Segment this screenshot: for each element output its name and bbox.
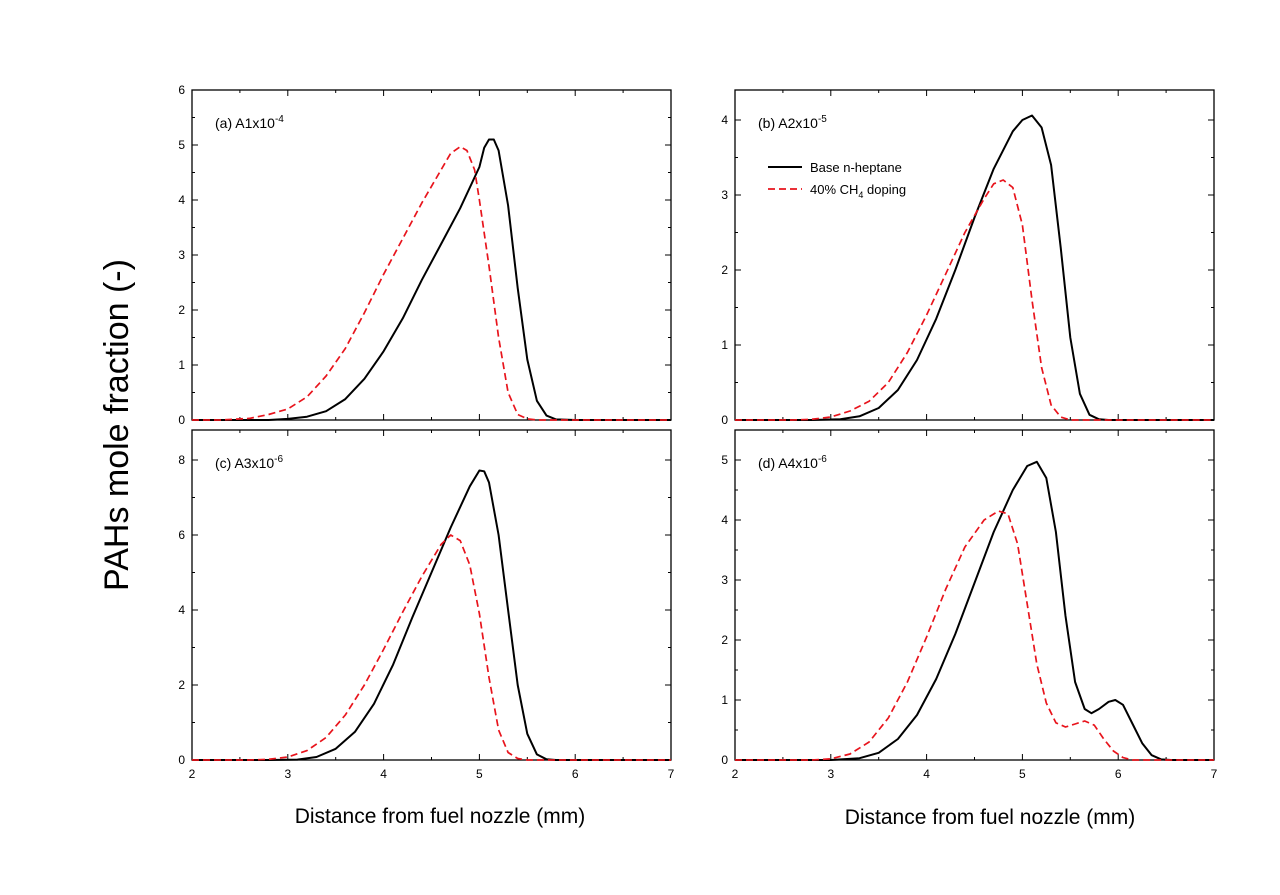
x-tick-label: 6: [1115, 767, 1122, 781]
x-tick-label: 2: [189, 767, 196, 781]
y-tick-label: 4: [178, 193, 185, 207]
panel-label: (d) A4x10-6: [758, 454, 827, 471]
y-tick-label: 0: [721, 753, 728, 767]
legend-label-ch4-doping: 40% CH4 doping: [810, 182, 906, 200]
y-tick-label: 8: [178, 453, 185, 467]
y-tick-label: 0: [721, 413, 728, 427]
plot-frame: [191, 429, 672, 761]
plot-frame: [734, 89, 1215, 421]
y-tick-label: 2: [178, 678, 185, 692]
x-tick-label: 7: [1211, 767, 1218, 781]
x-tick-label: 3: [284, 767, 291, 781]
x-tick-label: 4: [380, 767, 387, 781]
plot-frame: [734, 429, 1215, 761]
y-tick-label: 2: [178, 303, 185, 317]
series-line-base-heptane: [735, 460, 1214, 761]
x-tick-label: 5: [476, 767, 483, 781]
y-tick-label: 4: [721, 513, 728, 527]
y-tick-label: 3: [721, 188, 728, 202]
y-tick-label: 2: [721, 263, 728, 277]
y-tick-label: 6: [178, 83, 185, 97]
y-tick-label: 1: [721, 338, 728, 352]
x-tick-label: 4: [923, 767, 930, 781]
series-line-ch4-doping: [735, 510, 1214, 761]
y-tick-label: 3: [721, 573, 728, 587]
x-tick-label: 3: [827, 767, 834, 781]
panel-d: 2 3 4 5 6 7 0 1 2 3 4 5 (d) A4x10-6: [721, 429, 1218, 781]
series-line-base-heptane: [735, 114, 1214, 421]
x-tick-label: 6: [572, 767, 579, 781]
panel-a: 0 1 2 3 4 5 6 (a) A1x10-4: [178, 83, 672, 427]
y-tick-label: 1: [721, 693, 728, 707]
panel-label: (b) A2x10-5: [758, 114, 827, 131]
x-tick-label: 2: [732, 767, 739, 781]
panel-label: (a) A1x10-4: [215, 114, 284, 131]
y-tick-label: 1: [178, 358, 185, 372]
plot-frame: [191, 89, 672, 421]
x-axis-label-left: Distance from fuel nozzle (mm): [295, 805, 586, 828]
panel-label: (c) A3x10-6: [215, 454, 283, 471]
legend-label-base-heptane: Base n-heptane: [810, 160, 902, 175]
y-tick-label: 4: [178, 603, 185, 617]
y-tick-label: 6: [178, 528, 185, 542]
y-tick-label: 5: [721, 453, 728, 467]
y-axis-label: PAHs mole fraction (-): [98, 259, 136, 591]
y-tick-label: 5: [178, 138, 185, 152]
y-tick-label: 0: [178, 413, 185, 427]
series-line-ch4-doping: [192, 145, 671, 421]
y-tick-label: 4: [721, 113, 728, 127]
series-line-base-heptane: [192, 138, 671, 421]
panel-b: 0 1 2 3 4 (b) A2x10-5: [721, 89, 1215, 427]
y-tick-label: 3: [178, 248, 185, 262]
series-line-base-heptane: [192, 469, 671, 761]
x-tick-label: 5: [1019, 767, 1026, 781]
legend: Base n-heptane 40% CH4 doping: [768, 160, 906, 200]
y-tick-label: 0: [178, 753, 185, 767]
series-line-ch4-doping: [192, 534, 671, 761]
x-axis-label-right: Distance from fuel nozzle (mm): [845, 806, 1136, 829]
x-tick-label: 7: [668, 767, 675, 781]
y-tick-label: 2: [721, 633, 728, 647]
series-line-ch4-doping: [735, 179, 1214, 421]
